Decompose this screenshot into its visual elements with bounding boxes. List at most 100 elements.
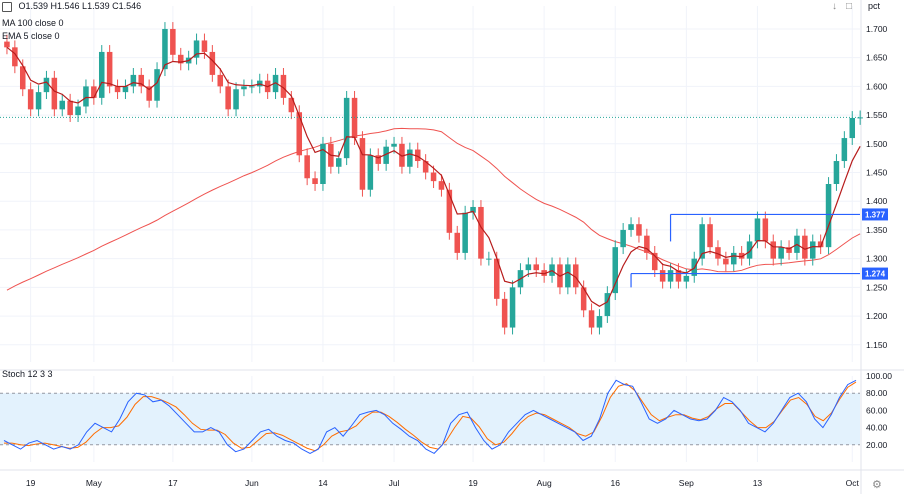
candle-body [383, 146, 389, 164]
candle-body [407, 149, 413, 167]
time-tick-label: Sep [679, 478, 694, 488]
candle-body [754, 218, 761, 242]
stoch-tick-label: 60.00 [866, 405, 888, 415]
candle-body [841, 138, 848, 162]
candle-body [67, 100, 73, 116]
candle-body [43, 77, 50, 93]
candle-body [83, 86, 89, 107]
price-tick-label: 1.700 [866, 24, 888, 34]
candle-body [849, 117, 856, 139]
candle-body [604, 293, 611, 317]
candle-body [162, 28, 168, 70]
stoch-tick-label: 80.00 [866, 388, 888, 398]
candle-body [193, 40, 200, 58]
candle-body [241, 86, 247, 90]
candle-body [359, 138, 366, 190]
maximize-icon[interactable]: □ [846, 1, 853, 12]
candle-body [414, 149, 421, 162]
candle-body [430, 172, 437, 182]
candle-body [699, 224, 705, 259]
price-tick-label: 1.450 [866, 168, 888, 178]
time-tick-label: Jun [245, 478, 259, 488]
candle-body [770, 241, 777, 259]
price-tick-label: 1.200 [866, 311, 888, 321]
candle-body [335, 158, 342, 167]
candle-body [75, 106, 81, 116]
candle-body [209, 51, 216, 75]
time-tick-label: 19 [26, 478, 36, 488]
level-tag [862, 267, 888, 280]
candle-body [525, 264, 532, 271]
level-tag [862, 208, 888, 221]
candle-body [170, 28, 176, 55]
candle-body [612, 247, 619, 294]
time-tick-label: Oct [846, 478, 860, 488]
arrow-down-icon[interactable]: ↓ [832, 1, 837, 12]
candle-body [509, 287, 516, 328]
stoch-band [0, 393, 860, 445]
stoch-tick-label: 40.00 [866, 423, 888, 433]
ohlc-readout: O1.539 H1.546 L1.539 C1.546 [2, 1, 141, 12]
candle-body [343, 97, 350, 159]
candle-body [312, 178, 318, 184]
stoch-k-line [3, 379, 857, 455]
candle-body [707, 224, 713, 248]
candle-body [446, 189, 453, 233]
candle-body [51, 77, 58, 110]
candle-body [351, 97, 358, 139]
candle-body [596, 316, 603, 328]
candle-body [620, 229, 626, 248]
candle-body [201, 40, 208, 52]
time-tick-label: Jul [389, 478, 400, 488]
candle-body [493, 258, 500, 299]
candle-body [122, 86, 129, 93]
candle-body [580, 287, 587, 311]
candle-body [730, 252, 737, 265]
candle-body [177, 54, 184, 64]
time-tick-label: 13 [753, 478, 763, 488]
candle-body [130, 74, 137, 87]
candle-body [802, 235, 808, 259]
ema-label[interactable]: EMA 5 close 0 [2, 31, 60, 41]
candle-body [659, 270, 666, 282]
ema5-line [6, 46, 861, 307]
candle-body [636, 224, 642, 236]
candle-body [817, 241, 824, 248]
unit-label: pct [868, 1, 881, 11]
candle-body [399, 143, 405, 167]
settings-gear-icon[interactable]: ⚙ [872, 479, 882, 491]
price-tick-label: 1.400 [866, 196, 888, 206]
stoch-tick-label: 100.00 [866, 371, 892, 381]
time-tick-label: May [86, 478, 103, 488]
price-tick-label: 1.550 [866, 110, 888, 120]
candle-body [59, 100, 66, 110]
ma-label[interactable]: MA 100 close 0 [2, 18, 64, 28]
time-tick-label: Aug [537, 478, 552, 488]
candle-body [541, 270, 547, 276]
candle-body [786, 247, 792, 253]
time-tick-label: 17 [168, 478, 178, 488]
candle-body [35, 92, 42, 110]
candle-body [470, 206, 476, 213]
price-tick-label: 1.500 [866, 139, 888, 149]
price-tick-label: 1.250 [866, 282, 888, 292]
candle-body [12, 47, 18, 67]
candle-body [628, 224, 634, 230]
price-tick-label: 1.300 [866, 254, 888, 264]
candle-body [644, 235, 650, 253]
candle-body [675, 270, 682, 282]
candle-body [857, 117, 863, 119]
price-tick-label: 1.600 [866, 81, 888, 91]
candle-body [249, 86, 255, 88]
candle-body [217, 74, 224, 87]
stoch-tick-label: 20.00 [866, 440, 888, 450]
candle-body [296, 112, 303, 156]
price-tick-label: 1.650 [866, 53, 888, 63]
candle-body [501, 298, 508, 328]
candle-body [114, 86, 121, 93]
candle-body [438, 181, 445, 190]
stoch-label[interactable]: Stoch 12 3 3 [2, 369, 53, 379]
candle-body [572, 264, 579, 288]
candle-body [715, 247, 721, 259]
